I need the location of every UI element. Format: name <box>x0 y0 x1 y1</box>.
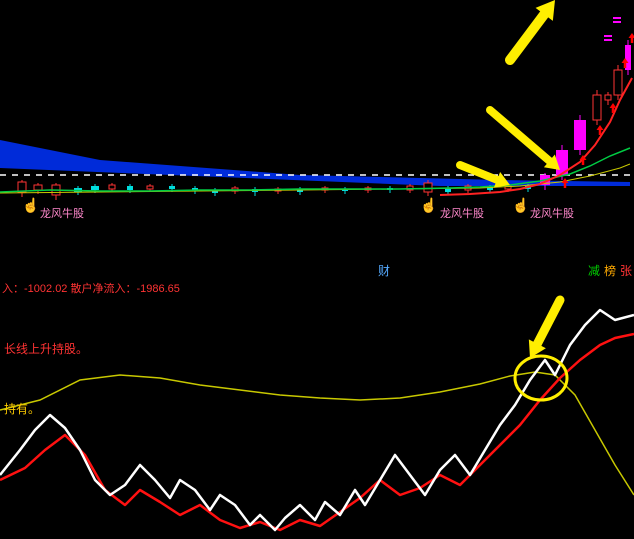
stock-chart-container: ☝☝☝ 龙风牛股龙风牛股龙风牛股 财减榜张 入：-1002.02 散户净流入：-… <box>0 0 634 539</box>
price-chart-panel: ☝ ☝ ☝ 龙风牛股 龙风牛股 龙风牛股 <box>0 0 634 240</box>
signal-label: 龙风牛股 <box>440 205 484 221</box>
price-chart-svg: ☝ ☝ ☝ <box>0 0 634 240</box>
svg-text:☝: ☝ <box>512 196 529 214</box>
mid-tag: 张 <box>620 262 632 279</box>
indicator-panel: 长线上升持股。持有。 <box>0 280 634 539</box>
mid-tag: 财 <box>378 262 390 279</box>
svg-text:☝: ☝ <box>420 196 437 214</box>
mid-tag: 减 <box>588 262 600 279</box>
indicator-text: 持有。 <box>4 400 40 417</box>
indicator-svg <box>0 280 634 539</box>
mid-tag: 榜 <box>604 262 616 279</box>
indicator-text: 长线上升持股。 <box>4 340 88 357</box>
signal-label: 龙风牛股 <box>530 205 574 221</box>
mid-info-bar: 财减榜张 入：-1002.02 散户净流入：-1986.65 <box>0 260 634 280</box>
svg-text:☝: ☝ <box>22 196 39 214</box>
signal-label: 龙风牛股 <box>40 205 84 221</box>
